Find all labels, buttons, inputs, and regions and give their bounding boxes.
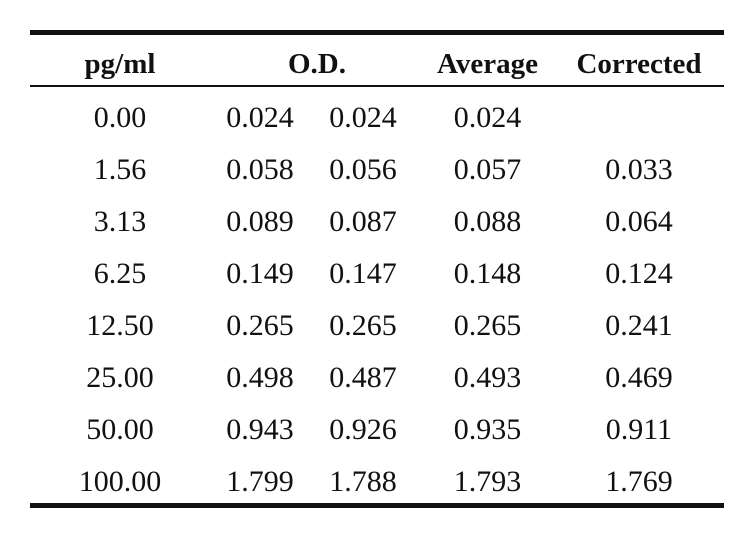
concentration-cell: 25.00 — [86, 361, 154, 394]
concentration-cell: 100.00 — [78, 465, 162, 498]
od1-cell: 0.058 — [226, 153, 294, 186]
concentration-cell: 1.56 — [93, 153, 147, 186]
od1-cell: 0.089 — [226, 205, 294, 238]
corrected-cell: 1.769 — [605, 465, 673, 498]
corrected-cell: 0.124 — [605, 257, 673, 290]
concentration-cell: 50.00 — [86, 413, 154, 446]
average-cell: 0.057 — [453, 153, 522, 186]
od1-cell: 0.498 — [226, 361, 294, 394]
concentration-cell: 6.25 — [93, 257, 147, 290]
corrected-cell: 0.033 — [605, 153, 673, 186]
corrected-cell: 0.911 — [605, 413, 673, 446]
od2-cell: 0.056 — [329, 153, 397, 186]
average-cell: 0.265 — [453, 309, 522, 342]
od1-cell: 1.799 — [226, 465, 294, 498]
od2-cell: 0.265 — [329, 309, 397, 342]
concentration-cell: 0.00 — [93, 101, 147, 134]
od1-cell: 0.265 — [226, 309, 294, 342]
od2-cell: 0.087 — [329, 205, 397, 238]
average-cell: 0.024 — [453, 101, 522, 134]
header-rule — [30, 85, 724, 87]
od2-cell: 0.487 — [329, 361, 397, 394]
od2-cell: 0.024 — [329, 101, 397, 134]
header-concentration: pg/ml — [84, 48, 156, 80]
od1-cell: 0.943 — [226, 413, 294, 446]
average-cell: 0.088 — [453, 205, 522, 238]
corrected-cell: 0.469 — [605, 361, 673, 394]
average-cell: 1.793 — [453, 465, 522, 498]
od2-cell: 0.147 — [329, 257, 397, 290]
header-corrected: Corrected — [576, 48, 702, 80]
concentration-cell: 3.13 — [93, 205, 147, 238]
header-average: Average — [437, 48, 538, 80]
table-top-rule — [30, 30, 724, 35]
corrected-cell: 0.241 — [605, 309, 673, 342]
table-bottom-rule — [30, 503, 724, 508]
corrected-cell: 0.064 — [605, 205, 673, 238]
corrected-cell — [568, 100, 710, 136]
concentration-cell: 12.50 — [86, 309, 154, 342]
header-od: O.D. — [288, 48, 346, 80]
od2-cell: 0.926 — [329, 413, 397, 446]
od2-cell: 1.788 — [329, 465, 397, 498]
average-cell: 0.493 — [453, 361, 522, 394]
average-cell: 0.935 — [453, 413, 522, 446]
average-cell: 0.148 — [453, 257, 522, 290]
od1-cell: 0.024 — [226, 101, 294, 134]
od1-cell: 0.149 — [226, 257, 294, 290]
